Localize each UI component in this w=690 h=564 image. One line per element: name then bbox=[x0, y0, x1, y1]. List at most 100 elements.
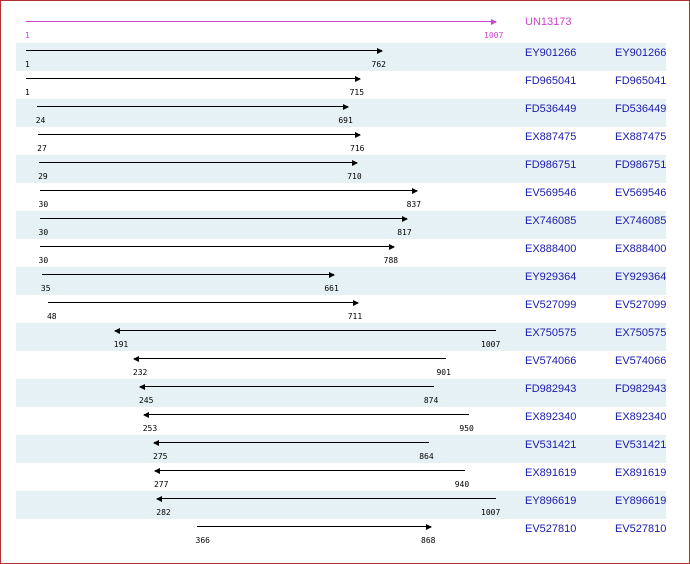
hit-arrowhead bbox=[343, 103, 350, 110]
hit-accession-link[interactable]: EV531421 bbox=[615, 439, 667, 451]
hit-start: 27 bbox=[37, 144, 47, 153]
hit-accession-link[interactable]: EX750575 bbox=[615, 327, 667, 339]
hit-id-link[interactable]: EV531421 bbox=[525, 439, 577, 451]
hit-end: 864 bbox=[419, 452, 434, 461]
hit-id-link[interactable]: EV569546 bbox=[525, 187, 577, 199]
hit-accession-link[interactable]: EV527810 bbox=[615, 523, 667, 535]
hit-end: 817 bbox=[397, 228, 412, 237]
hit-arrowhead bbox=[138, 383, 145, 390]
hit-arrowhead bbox=[352, 299, 359, 306]
hit-id-link[interactable]: FD982943 bbox=[525, 383, 577, 395]
hit-row bbox=[16, 43, 666, 71]
hit-arrowhead bbox=[354, 75, 361, 82]
hit-end: 874 bbox=[423, 396, 439, 405]
hit-arrow bbox=[154, 470, 465, 471]
hit-end: 661 bbox=[324, 284, 339, 293]
hit-id-link[interactable]: EX891619 bbox=[525, 467, 577, 479]
hit-start: 24 bbox=[35, 116, 46, 125]
hit-arrow bbox=[38, 134, 361, 135]
query-arrow bbox=[26, 21, 496, 22]
hit-accession-link[interactable]: EV574066 bbox=[615, 355, 667, 367]
hit-arrow bbox=[114, 330, 496, 331]
hit-end: 716 bbox=[350, 144, 365, 153]
hit-row bbox=[16, 211, 666, 239]
hit-accession-link[interactable]: EX887475 bbox=[615, 131, 667, 143]
hit-end: 1007 bbox=[481, 508, 501, 517]
hit-start: 277 bbox=[153, 480, 169, 489]
hit-end: 710 bbox=[347, 172, 362, 181]
hit-id-link[interactable]: EV527099 bbox=[525, 299, 577, 311]
hit-id-link[interactable]: EX888400 bbox=[525, 243, 577, 255]
query-start: 1 bbox=[25, 31, 30, 40]
hit-arrowhead bbox=[153, 439, 159, 446]
hit-arrowhead bbox=[156, 495, 163, 502]
hit-accession-link[interactable]: EY929364 bbox=[615, 271, 667, 283]
hit-arrow bbox=[154, 442, 430, 443]
hit-accession-link[interactable]: FD986751 bbox=[615, 159, 667, 171]
hit-start: 275 bbox=[153, 452, 168, 461]
hit-id-link[interactable]: EX887475 bbox=[525, 131, 577, 143]
hit-row bbox=[16, 99, 666, 127]
hit-accession-link[interactable]: FD982943 bbox=[615, 383, 667, 395]
query-arrowhead bbox=[491, 18, 497, 25]
hit-arrow bbox=[36, 106, 349, 107]
hit-accession-link[interactable]: EX891619 bbox=[615, 467, 667, 479]
hit-start: 232 bbox=[132, 368, 148, 377]
hit-id-link[interactable]: EX892340 bbox=[525, 411, 577, 423]
hit-end: 691 bbox=[338, 116, 353, 125]
query-id-link[interactable]: UN13173 bbox=[525, 16, 572, 28]
hit-arrow bbox=[41, 274, 335, 275]
hit-start: 366 bbox=[195, 536, 210, 545]
hit-accession-link[interactable]: EY896619 bbox=[615, 495, 667, 507]
hit-id-link[interactable]: FD986751 bbox=[525, 159, 577, 171]
hit-accession-link[interactable]: EV569546 bbox=[615, 187, 667, 199]
hit-end: 762 bbox=[371, 60, 386, 69]
hit-end: 868 bbox=[421, 536, 436, 545]
hit-arrowhead bbox=[132, 355, 139, 362]
hit-end: 901 bbox=[436, 368, 451, 377]
hit-accession-link[interactable]: EX746085 bbox=[615, 215, 667, 227]
hit-end: 788 bbox=[383, 256, 399, 265]
hit-arrow bbox=[47, 302, 358, 303]
hit-id-link[interactable]: FD965041 bbox=[525, 75, 577, 87]
hit-accession-link[interactable]: EX892340 bbox=[615, 411, 667, 423]
hit-accession-link[interactable]: FD965041 bbox=[615, 75, 667, 87]
hit-arrow bbox=[26, 50, 382, 51]
hit-end: 950 bbox=[459, 424, 474, 433]
hit-id-link[interactable]: EY929364 bbox=[525, 271, 577, 283]
hit-start: 253 bbox=[142, 424, 158, 433]
hit-start: 282 bbox=[156, 508, 171, 517]
hit-id-link[interactable]: FD536449 bbox=[525, 103, 577, 115]
hit-row bbox=[16, 379, 666, 407]
hit-id-link[interactable]: EV574066 bbox=[525, 355, 577, 367]
hit-start: 1 bbox=[25, 60, 30, 69]
hit-id-link[interactable]: EX746085 bbox=[525, 215, 577, 227]
hit-end: 1007 bbox=[481, 340, 501, 349]
hit-end: 837 bbox=[406, 200, 422, 209]
hit-row bbox=[16, 267, 666, 295]
hit-accession-link[interactable]: EV527099 bbox=[615, 299, 667, 311]
hit-accession-link[interactable]: EY901266 bbox=[615, 47, 667, 59]
hit-start: 191 bbox=[113, 340, 129, 349]
hit-row bbox=[16, 155, 666, 183]
hit-id-link[interactable]: EV527810 bbox=[525, 523, 577, 535]
hit-end: 711 bbox=[347, 312, 363, 321]
hit-start: 1 bbox=[25, 88, 30, 97]
hit-arrowhead bbox=[352, 159, 359, 166]
hit-start: 48 bbox=[46, 312, 57, 321]
hit-arrow bbox=[143, 414, 470, 415]
hit-arrowhead bbox=[376, 47, 383, 54]
hit-arrowhead bbox=[411, 187, 418, 194]
hit-arrowhead bbox=[402, 215, 409, 222]
hit-id-link[interactable]: EY896619 bbox=[525, 495, 577, 507]
hit-row bbox=[16, 491, 666, 519]
hit-start: 30 bbox=[38, 200, 49, 209]
hit-row bbox=[16, 435, 666, 463]
hit-id-link[interactable]: EX750575 bbox=[525, 327, 577, 339]
hit-id-link[interactable]: EY901266 bbox=[525, 47, 577, 59]
hit-accession-link[interactable]: EX888400 bbox=[615, 243, 667, 255]
hit-arrowhead bbox=[153, 467, 160, 474]
hit-start: 245 bbox=[138, 396, 154, 405]
hit-accession-link[interactable]: FD536449 bbox=[615, 103, 667, 115]
